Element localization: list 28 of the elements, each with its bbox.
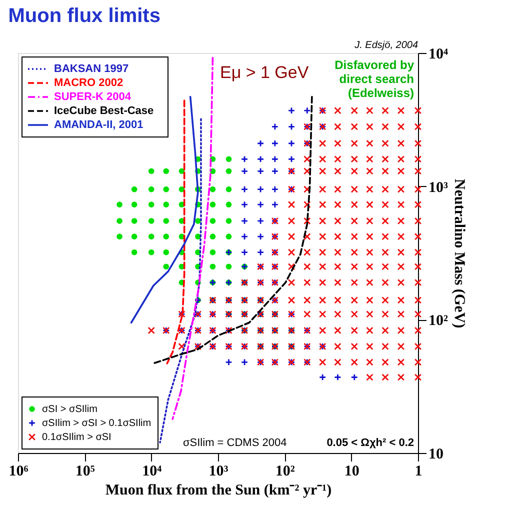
legend-label: MACRO 2002: [54, 77, 124, 89]
x-tick-label: 10³: [208, 464, 229, 480]
y-tick-label: 10³: [428, 180, 448, 196]
x-tick-label: 10: [344, 464, 360, 480]
annotation: Eμ > 1 GeV: [220, 63, 310, 82]
legend-label: SUPER-K 2004: [54, 91, 132, 103]
legend-label: AMANDA-II, 2001: [54, 119, 144, 131]
chart-title: Muon flux limits: [8, 5, 160, 27]
x-tick-label: 10⁴: [142, 464, 162, 480]
y-tick-label: 10: [428, 446, 444, 462]
legend-label: BAKSAN 1997: [54, 63, 129, 75]
x-tick-label: 10²: [275, 464, 296, 480]
annotation: σSIlim = CDMS 2004: [183, 437, 287, 449]
y-tick-label: 10⁴: [428, 46, 448, 62]
legend-label: σSIlim > σSI > 0.1σSIlim: [42, 418, 152, 429]
text: J. Edsjö, 2004: [354, 40, 418, 51]
y-tick-label: 10²: [428, 313, 448, 330]
y-axis-title: Neutralino Mass (GeV): [450, 178, 467, 328]
annotation: Disfavored by direct search (Edelweiss): [334, 58, 414, 100]
x-tick-label: 1: [414, 464, 422, 480]
x-axis-title: Muon flux from the Sun (km⁻² yr⁻¹): [105, 482, 332, 498]
line-series: [166, 100, 186, 364]
legend-label: IceCube Best-Case: [54, 105, 154, 117]
x-tick-label: 10⁵: [75, 464, 96, 480]
legend-label: σSI > σSIlim: [42, 404, 98, 415]
annotation: 0.05 < Ωχh² < 0.2: [326, 437, 414, 449]
x-tick-label: 10⁶: [8, 464, 29, 480]
legend-label: 0.1σSIlim > σSI: [42, 432, 112, 443]
